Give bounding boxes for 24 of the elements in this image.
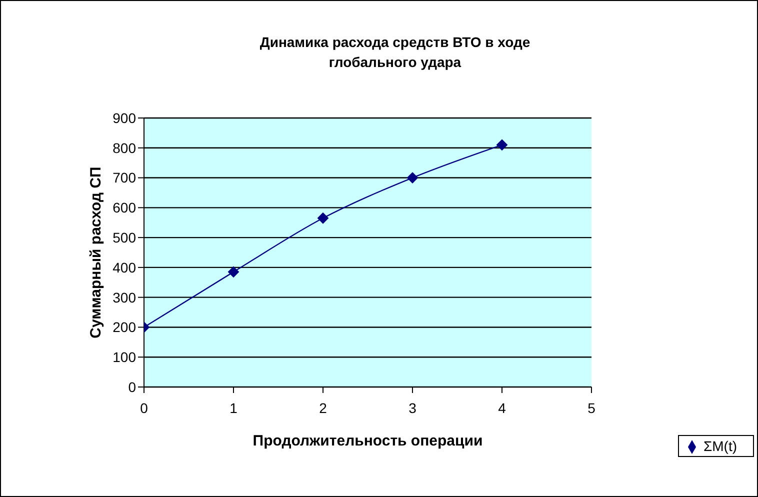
point bbox=[496, 139, 508, 150]
y-tick-label: 200 bbox=[112, 319, 136, 336]
x-tick-label: 3 bbox=[408, 400, 417, 416]
x-tick-label: 5 bbox=[588, 400, 596, 416]
x-tick-label: 2 bbox=[319, 400, 328, 416]
point bbox=[317, 212, 328, 224]
y-tick-label: 500 bbox=[112, 230, 136, 246]
point bbox=[228, 266, 239, 278]
y-tick-label: 600 bbox=[112, 200, 136, 216]
y-tick-label: 300 bbox=[112, 289, 136, 306]
x-tick-label: 4 bbox=[498, 400, 506, 416]
x-tick-label: 0 bbox=[140, 400, 148, 416]
x-axis-title: Продолжительность операции bbox=[252, 432, 483, 450]
y-axis-title: Суммарный расход СП bbox=[87, 166, 104, 338]
y-tick-label: 0 bbox=[128, 378, 136, 395]
x-tick-label: 1 bbox=[230, 400, 238, 416]
y-tick-label: 700 bbox=[112, 170, 136, 186]
point bbox=[406, 172, 418, 184]
y-tick-label: 400 bbox=[112, 259, 136, 276]
y-tick-label: 800 bbox=[112, 140, 136, 156]
legend-label: ΣM(t) bbox=[703, 438, 737, 454]
y-tick-label: 900 bbox=[112, 110, 136, 126]
chart-title: Динамика расхода средств ВТО в ходе глобального удара bbox=[258, 33, 532, 72]
y-tick-label: 100 bbox=[112, 349, 136, 366]
